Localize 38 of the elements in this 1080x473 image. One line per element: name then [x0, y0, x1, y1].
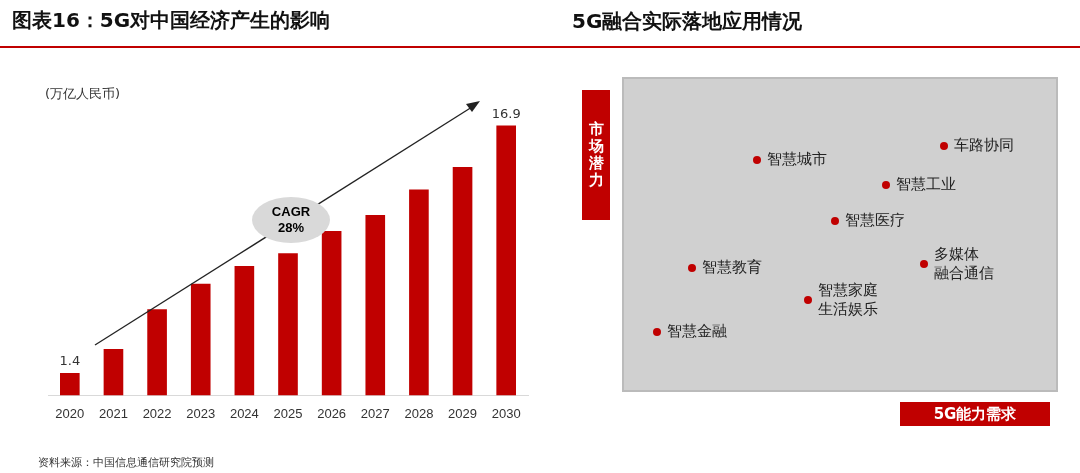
- text: 5G能力需求: [900, 402, 1050, 426]
- x-tick-label: 2023: [186, 405, 216, 421]
- x-tick-label: 2028: [404, 405, 434, 421]
- x-tick-label: 2022: [142, 405, 172, 421]
- data-label: 16.9: [491, 105, 521, 121]
- text: 智慧家庭生活娱乐: [818, 281, 878, 319]
- bar: [147, 309, 167, 396]
- data-label: 1.4: [59, 353, 81, 369]
- x-tick-label: 2024: [229, 405, 259, 421]
- text: 多媒体融合通信: [934, 245, 994, 283]
- bar: [452, 167, 473, 396]
- text: (万亿人民币): [45, 86, 121, 101]
- bar: [496, 125, 516, 396]
- bar: [234, 266, 255, 396]
- bar: [365, 214, 386, 396]
- bar: [409, 189, 429, 396]
- text: 智慧城市: [767, 150, 827, 169]
- x-tick-label: 2026: [317, 405, 347, 421]
- text: 资料来源：中国信息通信研究院预测: [38, 456, 214, 469]
- x-tick-label: 2020: [55, 405, 85, 421]
- bar: [190, 283, 211, 396]
- bar: [60, 373, 80, 396]
- text: 车路协同: [954, 136, 1014, 155]
- x-tick-label: 2029: [448, 405, 478, 421]
- bar: [321, 230, 342, 396]
- text: 智慧教育: [702, 258, 762, 277]
- x-tick-label: 2025: [273, 405, 303, 421]
- bar: [103, 349, 124, 396]
- x-tick-label: 2030: [491, 405, 521, 421]
- text: 智慧工业: [896, 175, 956, 194]
- text: 市场潜力: [587, 120, 605, 189]
- text: 5G融合实际落地应用情况: [572, 8, 803, 35]
- bar: [278, 253, 298, 396]
- text: 智慧医疗: [845, 211, 905, 230]
- x-tick-label: 2027: [360, 405, 390, 421]
- x-tick-label: 2021: [98, 405, 128, 421]
- text: 智慧金融: [667, 322, 727, 341]
- chart-title: 图表16：5G对中国经济产生的影响: [12, 8, 331, 33]
